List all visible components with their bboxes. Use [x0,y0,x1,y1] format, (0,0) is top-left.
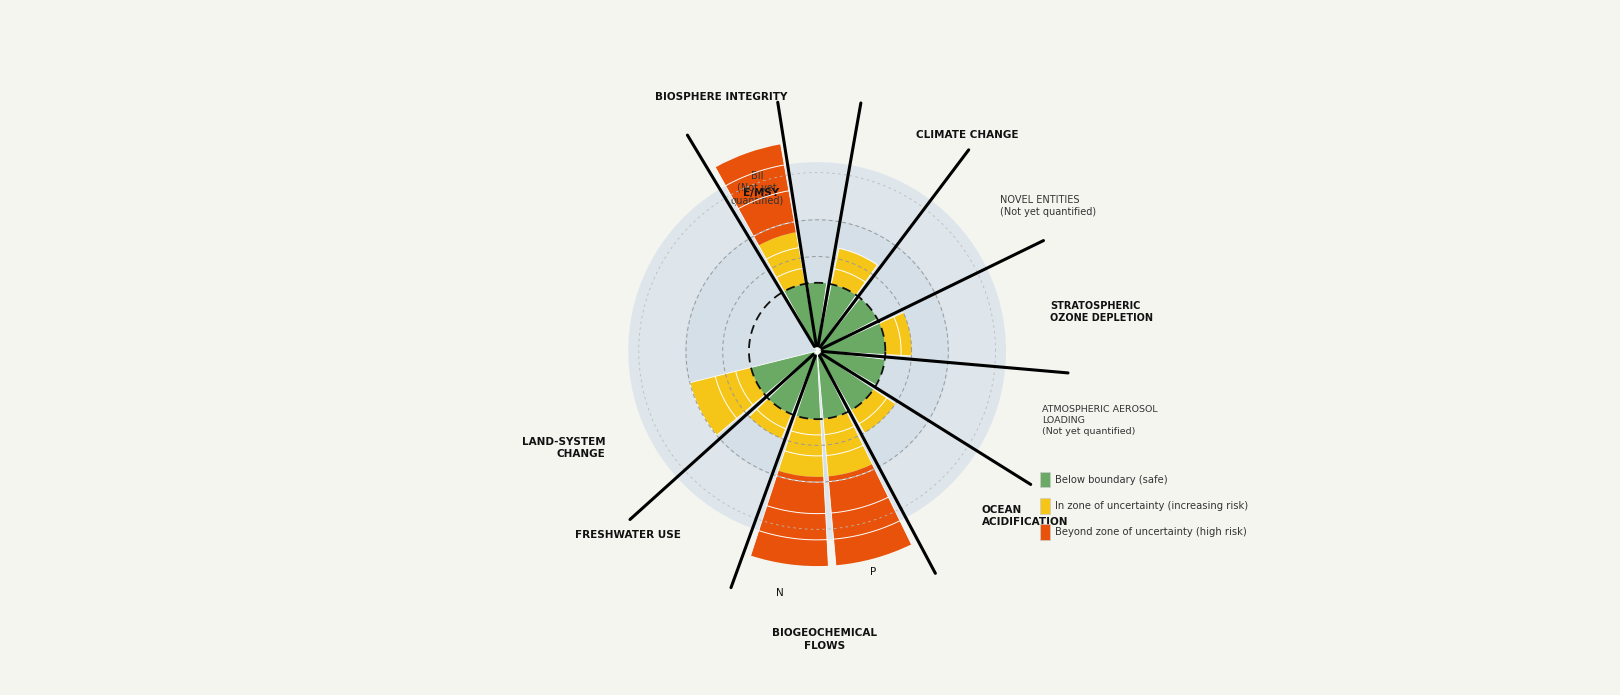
Text: OCEAN
ACIDIFICATION: OCEAN ACIDIFICATION [982,505,1068,528]
Wedge shape [816,351,873,410]
Wedge shape [880,313,912,356]
Text: N: N [776,588,784,598]
Text: LAND-SYSTEM
CHANGE: LAND-SYSTEM CHANGE [522,437,606,459]
Wedge shape [758,232,805,291]
Text: In zone of uncertainty (increasing risk): In zone of uncertainty (increasing risk) [1055,501,1247,511]
Wedge shape [831,248,878,295]
FancyBboxPatch shape [1040,498,1050,514]
Wedge shape [752,351,816,395]
Text: Beyond zone of uncertainty (high risk): Beyond zone of uncertainty (high risk) [1055,527,1246,537]
Wedge shape [816,298,878,351]
Text: ATMOSPHERIC AEROSOL
LOADING
(Not yet quantified): ATMOSPHERIC AEROSOL LOADING (Not yet qua… [1042,405,1158,436]
Text: E/MSY: E/MSY [744,188,779,198]
Circle shape [685,219,949,483]
Wedge shape [784,284,816,351]
Text: CLIMATE CHANGE: CLIMATE CHANGE [915,131,1019,140]
Text: BIOGEOCHEMICAL
FLOWS: BIOGEOCHEMICAL FLOWS [773,628,878,651]
Wedge shape [716,145,795,245]
Wedge shape [795,351,821,419]
Wedge shape [816,284,857,351]
Wedge shape [816,351,885,385]
Text: NOVEL ENTITIES
(Not yet quantified): NOVEL ENTITIES (Not yet quantified) [1001,195,1097,217]
Wedge shape [748,398,792,439]
Text: P: P [870,568,876,578]
Wedge shape [850,389,896,433]
Wedge shape [808,283,826,351]
Text: FRESHWATER USE: FRESHWATER USE [575,530,680,541]
Wedge shape [816,351,847,419]
Wedge shape [778,416,823,477]
FancyBboxPatch shape [1040,472,1050,487]
Wedge shape [768,351,816,414]
Wedge shape [816,323,886,354]
Text: BIOSPHERE INTEGRITY: BIOSPHERE INTEGRITY [654,92,787,102]
Circle shape [629,162,1006,540]
Text: Below boundary (safe): Below boundary (safe) [1055,475,1166,484]
Wedge shape [828,464,912,565]
Wedge shape [690,368,765,435]
Wedge shape [823,412,872,476]
Text: BII
(Not yet
quantified): BII (Not yet quantified) [731,171,784,206]
FancyBboxPatch shape [1040,524,1050,540]
Text: STRATOSPHERIC
OZONE DEPLETION: STRATOSPHERIC OZONE DEPLETION [1050,301,1153,323]
Wedge shape [750,471,828,566]
